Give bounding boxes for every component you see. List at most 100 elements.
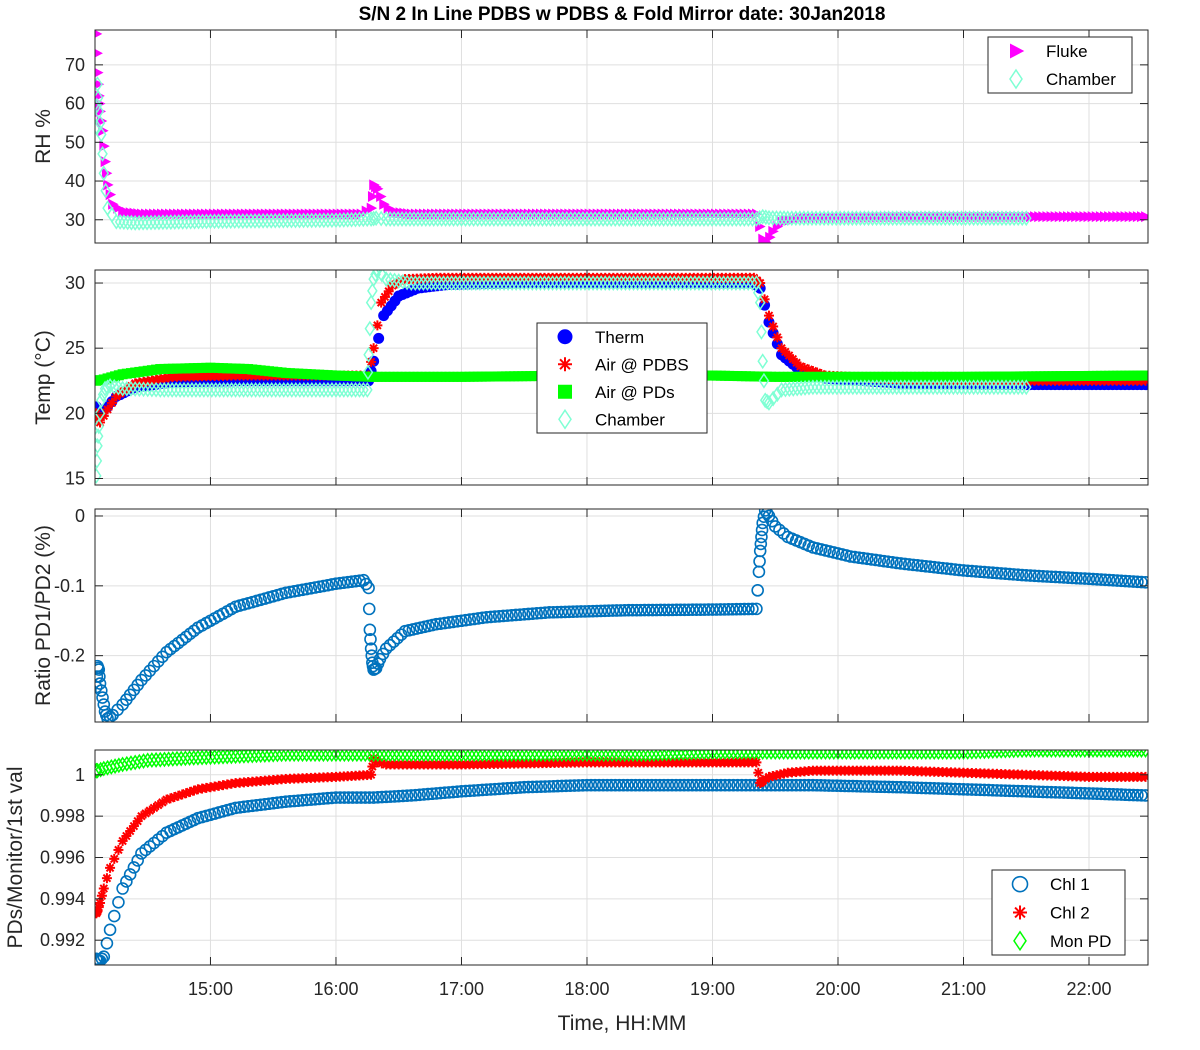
data-point [120,875,133,888]
data-point [1024,785,1037,798]
data-point [789,778,803,792]
data-point [373,332,385,344]
data-point [852,551,866,564]
data-point [911,210,923,227]
data-point [693,275,705,291]
data-point [385,271,396,288]
data-point [638,603,651,617]
data-point [551,275,562,291]
data-point [388,211,400,227]
data-point [698,778,711,792]
data-point [776,381,787,398]
data-point [422,750,434,763]
data-point [803,379,815,396]
data-point [318,381,330,398]
data-point [871,210,882,227]
data-point [362,602,376,616]
data-point [455,785,468,798]
data-point [974,750,986,760]
data-point [596,778,610,792]
data-point [722,275,733,291]
data-point [560,750,572,763]
data-point [802,778,816,792]
legend-label: Air @ PDs [595,383,675,402]
data-point [95,452,103,469]
data-point [617,778,630,792]
data-point [730,275,742,291]
data-point [123,868,137,881]
data-point [956,379,967,396]
data-point [678,603,691,617]
data-point [570,605,584,618]
data-point [702,603,715,616]
data-point [198,381,210,398]
data-point [1057,571,1071,584]
data-point [126,214,137,231]
data-point [541,211,552,227]
data-point [851,379,863,396]
data-point [290,381,302,398]
data-point [1061,571,1075,584]
data-point [442,616,456,629]
data-point [549,211,560,227]
data-point [843,210,854,227]
data-point [150,381,162,398]
data-point [976,379,988,396]
data-point [380,211,392,227]
data-point [426,750,438,763]
data-point [953,782,966,796]
series-group-temp [95,270,1148,484]
data-point [739,778,753,792]
data-point [613,778,626,792]
data-point [965,564,979,578]
data-point [95,418,105,435]
data-point [628,275,639,291]
data-point [686,211,698,227]
legend-marker [558,408,572,430]
data-point [308,581,322,594]
data-point [392,789,406,803]
legend-pds: Chl 1 Chl 2 Mon PD [991,869,1126,956]
data-point [774,750,785,761]
data-point [1074,572,1087,585]
data-point [358,211,369,228]
data-point [1094,787,1108,801]
data-point [850,779,864,793]
legend-label: Fluke [1046,42,1088,61]
data-point [763,394,775,411]
data-point [1119,574,1132,588]
data-point [646,211,657,227]
data-point [286,381,298,398]
data-point [509,608,523,622]
data-point [468,750,480,763]
data-point [556,750,568,763]
data-point [819,379,831,396]
data-point [1119,788,1132,802]
data-point [95,392,107,409]
data-point [673,750,685,762]
data-point [1065,571,1079,585]
data-point [129,381,141,397]
data-point [527,750,538,763]
data-point [706,603,719,616]
data-point [265,212,277,229]
data-point [999,567,1012,581]
data-point [99,380,111,397]
data-point [1028,785,1041,798]
data-point [731,778,744,792]
data-point [476,611,489,625]
data-point [100,182,111,199]
data-point [863,210,874,227]
data-point [915,781,928,795]
data-point [209,750,220,766]
data-point [197,213,208,230]
data-point [619,750,630,763]
data-point [283,585,297,599]
data-point [652,750,664,762]
data-point [568,779,581,792]
data-point [865,553,878,566]
data-point [681,275,692,291]
data-point [103,710,117,722]
data-point [451,750,463,763]
data-point [141,214,153,231]
